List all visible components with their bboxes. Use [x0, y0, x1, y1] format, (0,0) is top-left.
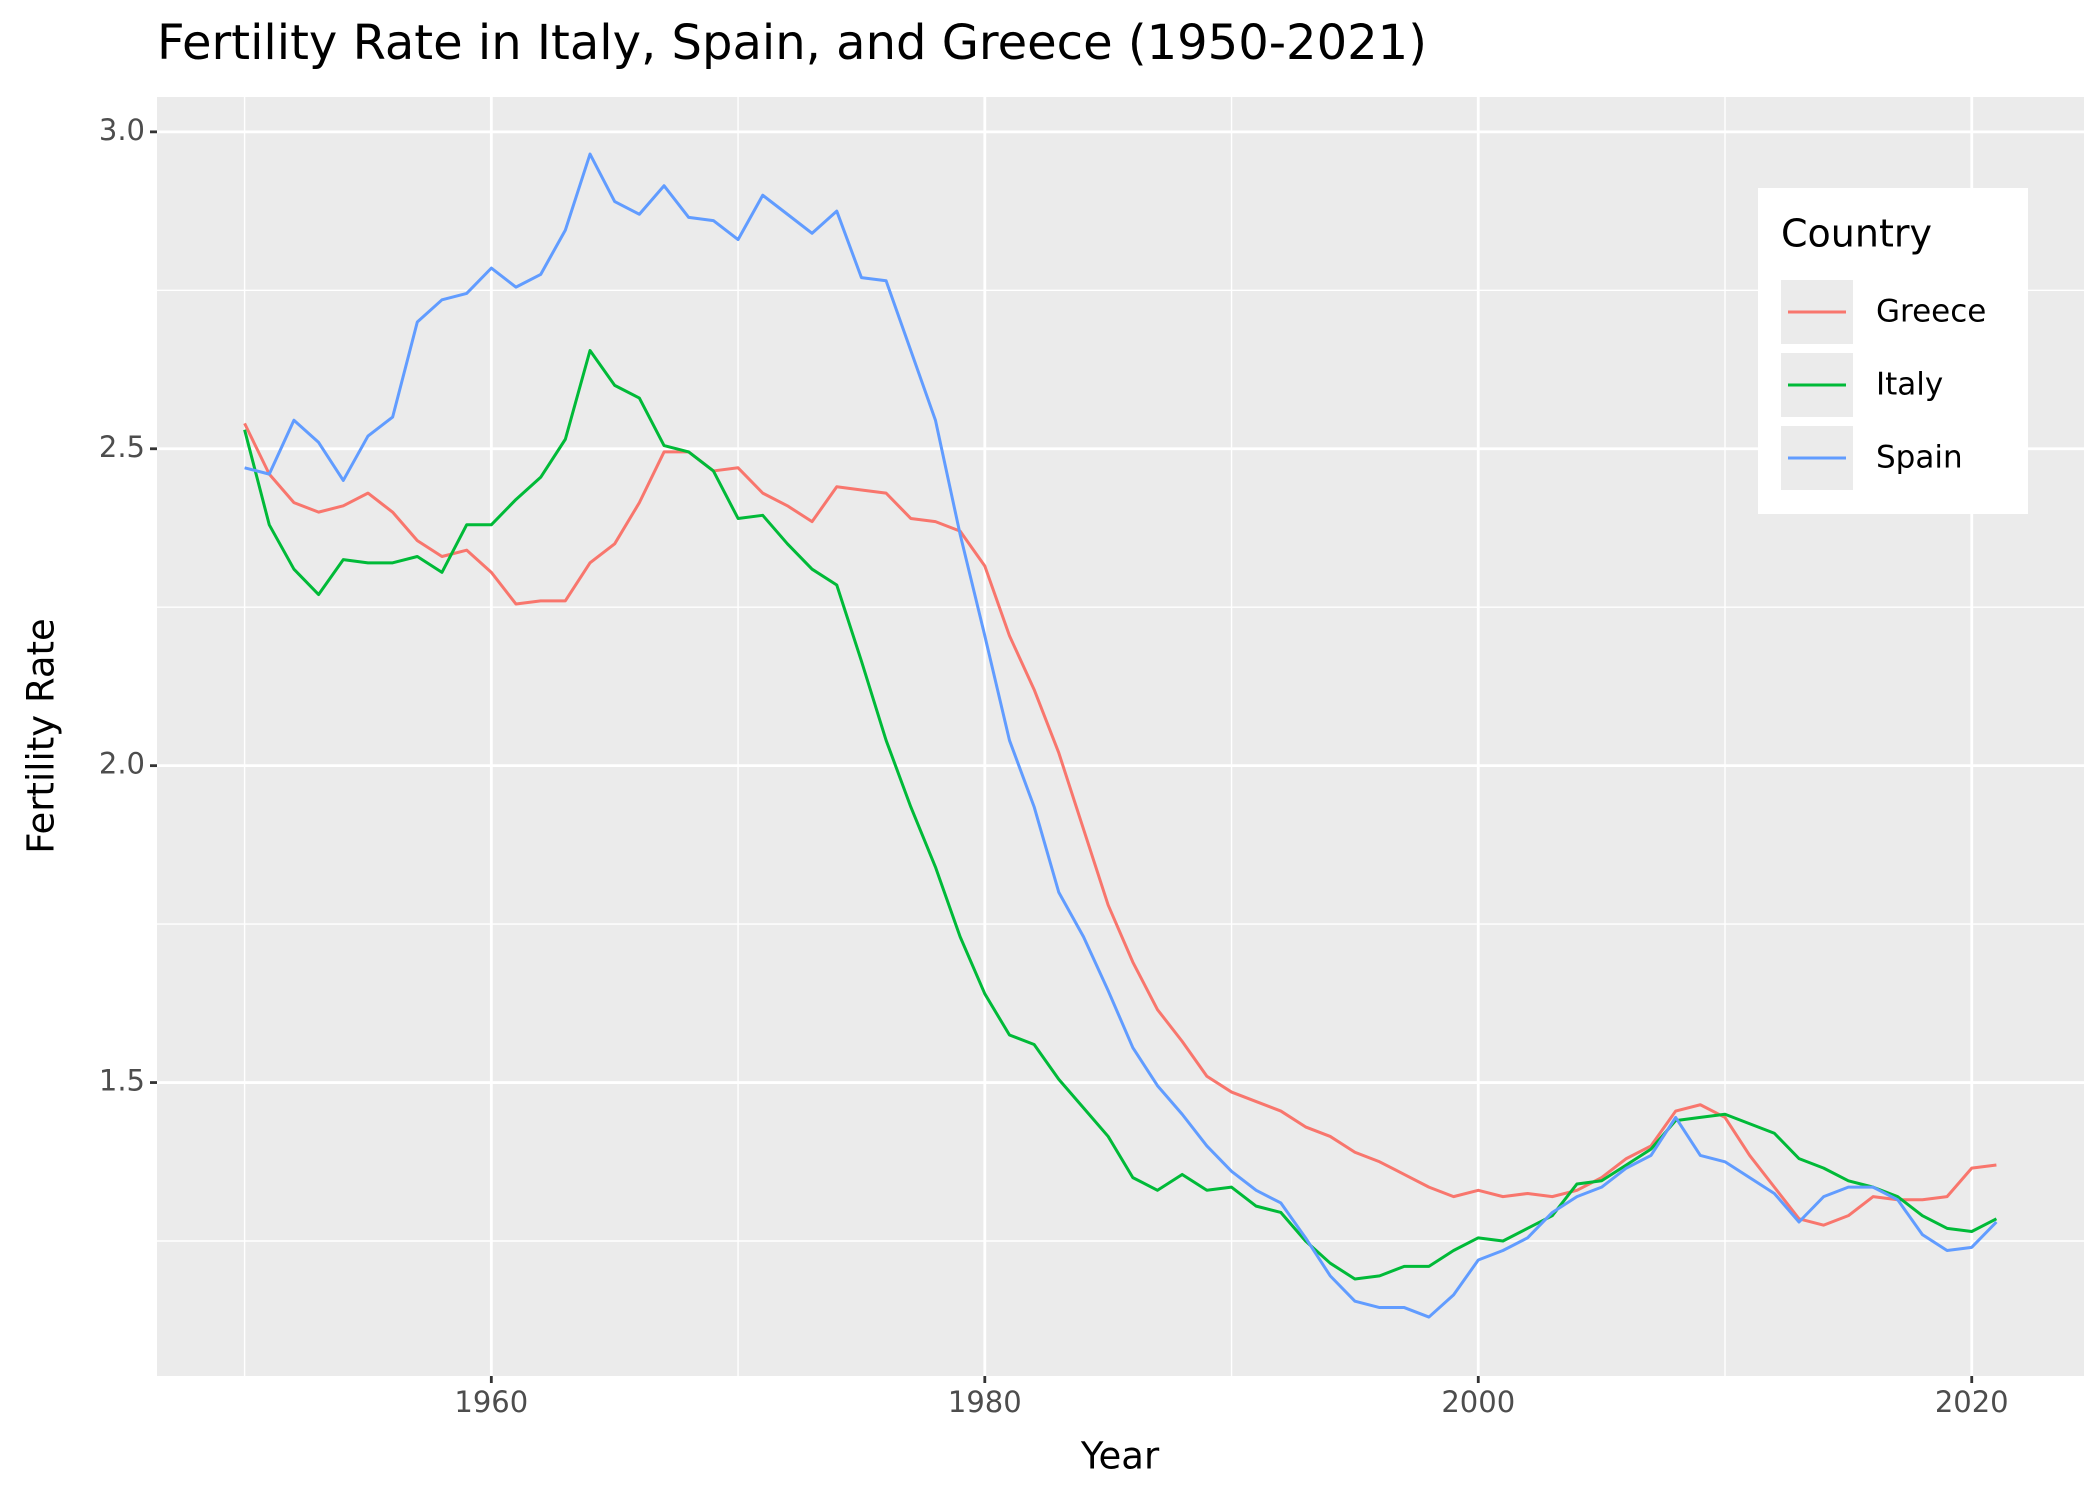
legend: Country Greece Italy Spain	[1758, 188, 2028, 514]
y-tick-label: 2.0	[99, 747, 145, 781]
series-line	[244, 152, 1998, 1319]
y-tick-label: 3.0	[99, 113, 145, 147]
legend-label: Italy	[1876, 367, 1943, 403]
x-axis-label: Year	[1080, 1435, 1160, 1478]
x-tick-label: 2020	[1935, 1385, 2009, 1419]
legend-label: Spain	[1876, 440, 1963, 476]
x-tick-label: 1980	[948, 1385, 1022, 1419]
y-tick-label: 1.5	[99, 1064, 145, 1098]
x-tick-label: 2000	[1441, 1385, 1515, 1419]
legend-label: Greece	[1876, 294, 1986, 330]
y-tick-label: 2.5	[99, 430, 145, 464]
legend-title: Country	[1781, 212, 1932, 256]
series-line	[243, 422, 1997, 1227]
chart-title: Fertility Rate in Italy, Spain, and Gree…	[157, 15, 1427, 71]
x-tick-label: 1960	[454, 1385, 528, 1419]
y-axis-label: Fertility Rate	[20, 618, 63, 854]
series-line	[243, 349, 1998, 1281]
